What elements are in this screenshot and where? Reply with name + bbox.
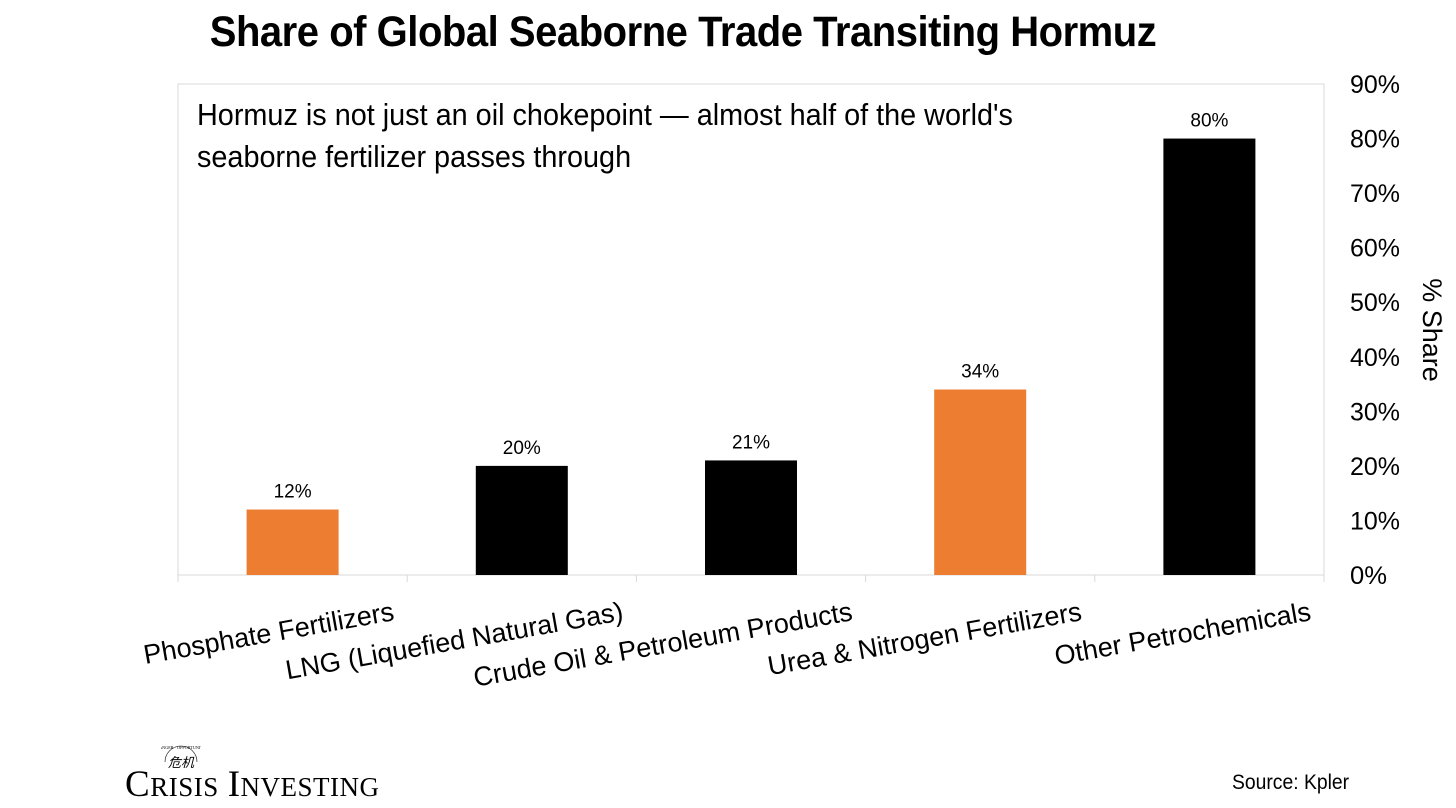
svg-text:危机: 危机 [168, 756, 195, 771]
annotation-line: Hormuz is not just an oil chokepoint — a… [197, 98, 1013, 132]
data-label: 34% [961, 362, 999, 383]
bar [705, 460, 797, 575]
svg-text:DANGER · OPPORTUNITY: DANGER · OPPORTUNITY [161, 745, 201, 750]
chart-annotation: Hormuz is not just an oil chokepoint — a… [197, 98, 1013, 174]
y-tick-label: 50% [1350, 289, 1400, 317]
source-note: Source: Kpler [1232, 771, 1350, 794]
brand-wordmark: CRISIS INVESTING [125, 764, 380, 805]
x-tick-label: Crude Oil & Petroleum Products [471, 596, 855, 692]
annotation-line: seaborne fertilizer passes through [197, 140, 631, 174]
y-axis-title: % Share [1417, 278, 1447, 382]
y-axis: 0% 10% 20% 30% 40% 50% 60% 70% 80% 90% % Share [1350, 71, 1447, 590]
chart-title: Share of Global Seaborne Trade Transitin… [209, 8, 1157, 56]
data-label: 80% [1190, 111, 1228, 132]
bar [1163, 138, 1256, 576]
y-tick-label: 70% [1350, 180, 1400, 208]
y-tick-label: 40% [1350, 344, 1400, 372]
bar [934, 389, 1027, 575]
y-tick-label: 0% [1350, 562, 1387, 590]
y-tick-label: 10% [1350, 507, 1400, 535]
data-label: 20% [503, 438, 541, 459]
x-tick-label: Other Petrochemicals [1052, 596, 1313, 671]
y-tick-label: 20% [1350, 453, 1400, 481]
bar [475, 465, 568, 575]
data-label: 12% [274, 482, 312, 503]
danger-opportunity-seal: DANGER · OPPORTUNITY 危机 [161, 745, 201, 771]
bar [246, 509, 339, 575]
data-label: 21% [732, 432, 770, 453]
y-tick-label: 60% [1350, 235, 1400, 263]
y-tick-label: 90% [1350, 71, 1400, 99]
data-labels: 12% 20% 21% 34% 80% [274, 111, 1229, 503]
crisis-investing-logo: DANGER · OPPORTUNITY 危机 CRISIS INVESTING [125, 735, 415, 805]
y-tick-label: 80% [1350, 126, 1400, 154]
y-tick-label: 30% [1350, 398, 1400, 426]
bar-series [246, 138, 1256, 576]
